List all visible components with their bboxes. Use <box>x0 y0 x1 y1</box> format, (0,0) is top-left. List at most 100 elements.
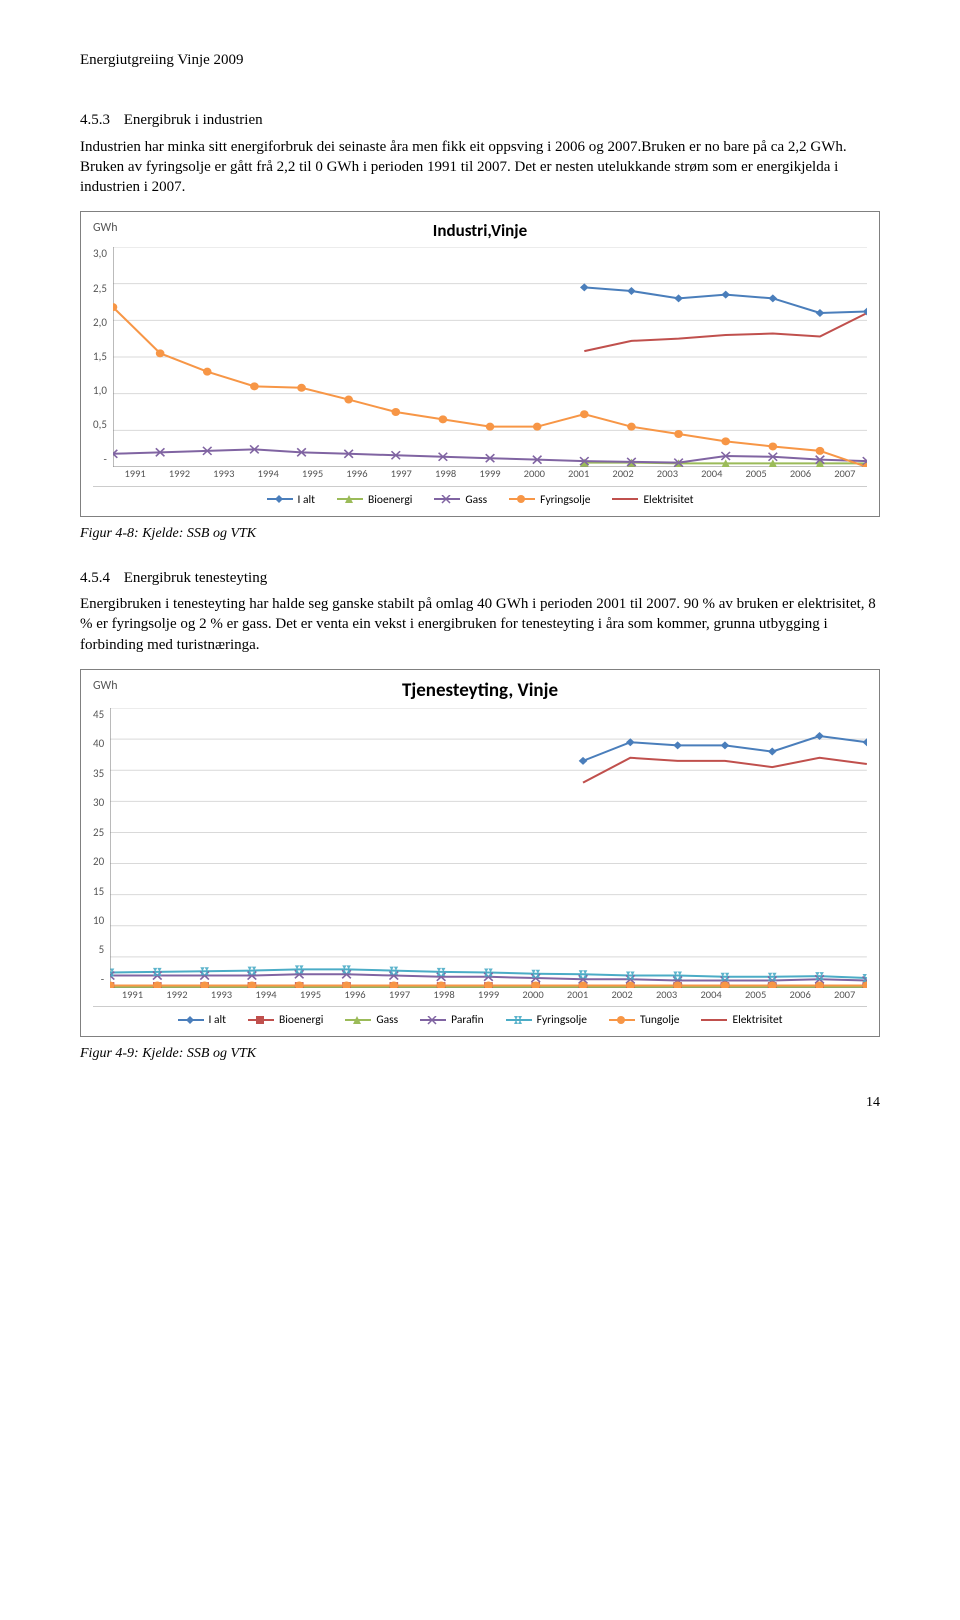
legend-swatch-icon <box>434 495 460 505</box>
chart-industri: GWh Industri,Vinje 3,02,52,01,51,00,5- 1… <box>80 211 880 517</box>
heading-453: 4.5.3 Energibruk i industrien <box>80 110 880 130</box>
xtick-label: 1998 <box>422 988 467 1002</box>
legend-label: Bioenergi <box>368 493 412 509</box>
legend-item: Gass <box>434 493 487 509</box>
y-axis: 45 40 35 30 25 20 15 10 5 - <box>93 708 110 988</box>
ytick-label: 15 <box>93 885 104 900</box>
xtick-label: 2002 <box>600 988 645 1002</box>
xtick-label: 2004 <box>690 467 734 481</box>
x-axis: 1991199219931994199519961997199819992000… <box>113 467 867 481</box>
legend-item: Fyringsolje <box>509 493 590 509</box>
legend-item: Elektrisitet <box>612 493 693 509</box>
legend-item: Gass <box>345 1013 398 1029</box>
ytick-label: 25 <box>93 826 104 841</box>
legend-swatch-icon <box>612 495 638 505</box>
ytick-label: 10 <box>93 914 104 929</box>
ytick-label: 45 <box>93 708 104 723</box>
ytick-label: 1,5 <box>93 350 107 365</box>
section-number: 4.5.4 <box>80 570 110 586</box>
legend-item: Bioenergi <box>337 493 412 509</box>
legend-label: I alt <box>209 1013 227 1029</box>
plot-area: 1991199219931994199519961997199819992000… <box>113 247 867 481</box>
xtick-label: 1998 <box>423 467 467 481</box>
legend-swatch-icon <box>701 1016 727 1026</box>
legend-swatch-icon <box>178 1016 204 1026</box>
figure-caption-49: Figur 4-9: Kjelde: SSB og VTK <box>80 1045 880 1064</box>
legend-item: I alt <box>178 1013 227 1029</box>
xtick-label: 2006 <box>778 988 823 1002</box>
xtick-label: 1991 <box>110 988 155 1002</box>
ytick-label: 5 <box>93 943 104 958</box>
legend-swatch-icon <box>609 1016 635 1026</box>
ytick-label: 35 <box>93 767 104 782</box>
xtick-label: 2000 <box>511 988 556 1002</box>
xtick-label: 1999 <box>466 988 511 1002</box>
section-number: 4.5.3 <box>80 112 110 128</box>
xtick-label: 2001 <box>557 467 601 481</box>
xtick-label: 2003 <box>645 467 689 481</box>
legend-item: Parafin <box>420 1013 484 1029</box>
chart-tjenesteyting: GWh Tjenesteyting, Vinje 454035302520151… <box>80 669 880 1038</box>
xtick-label: 2000 <box>512 467 556 481</box>
xtick-label: 2002 <box>601 467 645 481</box>
legend-item: Fyringsolje <box>506 1013 587 1029</box>
xtick-label: 1992 <box>157 467 201 481</box>
plot-area: 1991199219931994199519961997199819992000… <box>110 708 867 1002</box>
legend: I alt Bioenergi Gass Fyringsolje Elektri… <box>93 486 867 511</box>
xtick-label: 1999 <box>468 467 512 481</box>
ytick-label: 0,5 <box>93 418 107 433</box>
xtick-label: 2001 <box>555 988 600 1002</box>
xtick-label: 1996 <box>333 988 378 1002</box>
xtick-label: 1997 <box>377 988 422 1002</box>
xtick-label: 2005 <box>733 988 778 1002</box>
ytick-label: 2,0 <box>93 316 107 331</box>
legend-label: Elektrisitet <box>732 1013 782 1029</box>
legend-swatch-icon <box>337 495 363 505</box>
section-title: Energibruk tenesteyting <box>124 570 267 586</box>
legend-label: Gass <box>465 493 487 509</box>
xtick-label: 1992 <box>155 988 200 1002</box>
ytick-label: - <box>93 453 107 468</box>
xtick-label: 2007 <box>822 988 867 1002</box>
legend: I alt Bioenergi Gass Parafin Fyringsolje… <box>93 1006 867 1031</box>
chart-title: Industri,Vinje <box>93 220 867 243</box>
ytick-label: 20 <box>93 855 104 870</box>
legend-item: I alt <box>267 493 316 509</box>
xtick-label: 2004 <box>689 988 734 1002</box>
xtick-label: 1994 <box>246 467 290 481</box>
legend-swatch-icon <box>345 1016 371 1026</box>
section-title: Energibruk i industrien <box>124 112 263 128</box>
xtick-label: 2005 <box>734 467 778 481</box>
xtick-label: 2006 <box>778 467 822 481</box>
xtick-label: 1993 <box>202 467 246 481</box>
running-header: Energiutgreiing Vinje 2009 <box>80 50 880 70</box>
legend-label: Tungolje <box>640 1013 680 1029</box>
ytick-label: 40 <box>93 737 104 752</box>
paragraph-454: Energibruken i tenesteyting har halde se… <box>80 594 880 655</box>
xtick-label: 1997 <box>379 467 423 481</box>
legend-item: Bioenergi <box>248 1013 323 1029</box>
legend-label: Fyringsolje <box>537 1013 587 1029</box>
legend-label: I alt <box>298 493 316 509</box>
y-axis: 3,0 2,5 2,0 1,5 1,0 0,5 - <box>93 247 113 467</box>
ytick-label: - <box>93 973 104 988</box>
legend-swatch-icon <box>248 1016 274 1026</box>
legend-swatch-icon <box>509 495 535 505</box>
xtick-label: 1993 <box>199 988 244 1002</box>
xtick-label: 1995 <box>288 988 333 1002</box>
legend-label: Gass <box>376 1013 398 1029</box>
xtick-label: 2003 <box>644 988 689 1002</box>
legend-swatch-icon <box>506 1016 532 1026</box>
ytick-label: 30 <box>93 796 104 811</box>
legend-label: Elektrisitet <box>643 493 693 509</box>
page-number: 14 <box>80 1094 880 1113</box>
ytick-label: 2,5 <box>93 282 107 297</box>
xtick-label: 2007 <box>823 467 867 481</box>
legend-swatch-icon <box>267 495 293 505</box>
legend-label: Fyringsolje <box>540 493 590 509</box>
chart-title: Tjenesteyting, Vinje <box>93 678 867 704</box>
ytick-label: 1,0 <box>93 384 107 399</box>
xtick-label: 1996 <box>335 467 379 481</box>
ytick-label: 3,0 <box>93 247 107 262</box>
legend-swatch-icon <box>420 1016 446 1026</box>
